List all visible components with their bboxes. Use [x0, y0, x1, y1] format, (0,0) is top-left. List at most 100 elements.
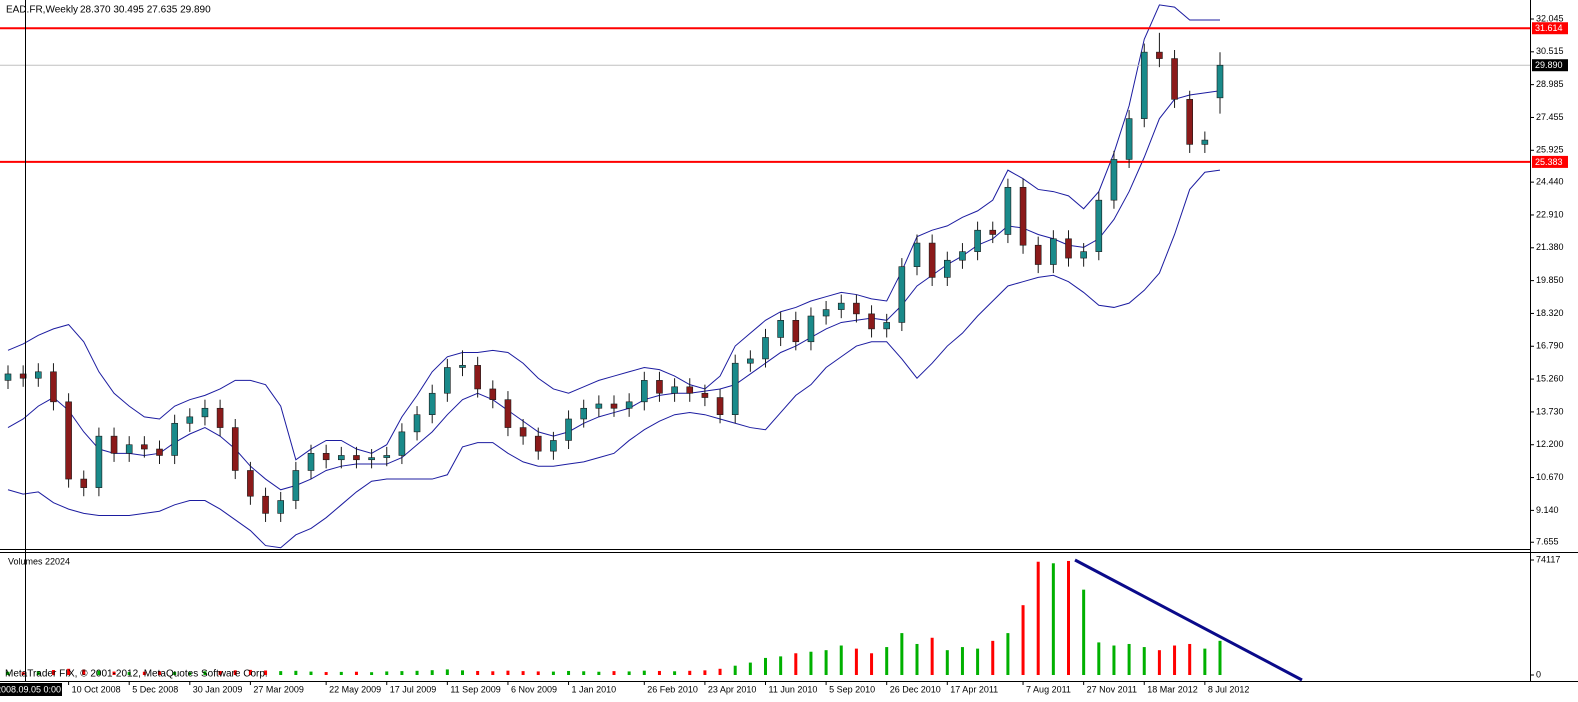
candle-body	[701, 392, 709, 398]
volume-bar	[430, 670, 434, 675]
y-tick-label: 22.910	[1536, 209, 1564, 219]
volume-bar	[748, 662, 752, 675]
volume-bar	[960, 647, 964, 675]
candle-body	[868, 313, 875, 330]
volume-bar	[839, 645, 843, 675]
x-tick-label: 11 Sep 2009	[450, 684, 500, 694]
volume-bar	[476, 670, 480, 675]
candle-body	[413, 414, 421, 433]
y-tick-label: 27.455	[1536, 112, 1564, 122]
volume-bar	[1036, 561, 1040, 675]
x-tick-label: 5 Sep 2010	[829, 684, 875, 694]
candle-body	[1034, 244, 1042, 265]
volume-bar	[294, 670, 298, 675]
x-tick-label: 26 Feb 2010	[647, 684, 698, 694]
candle-body	[65, 401, 72, 480]
candle-body	[1050, 238, 1057, 265]
volume-bar	[1218, 640, 1222, 675]
candle-body	[353, 455, 360, 461]
candle-body	[444, 367, 451, 394]
candle-body	[1186, 99, 1193, 145]
x-tick-label: 27 Mar 2009	[253, 684, 304, 694]
volume-bar	[976, 648, 980, 675]
x-tick-label: 23 Apr 2010	[708, 684, 757, 694]
candle-body	[777, 320, 784, 338]
candle-body	[731, 362, 739, 415]
candle-body	[459, 365, 466, 368]
candle-body	[1201, 139, 1209, 145]
volume-bar	[158, 671, 161, 675]
y-tick-label: 21.380	[1536, 242, 1564, 252]
volume-bar	[324, 672, 328, 675]
y-tick-label: 28.985	[1536, 79, 1564, 89]
candle-body	[686, 386, 694, 394]
volume-bar	[491, 671, 495, 675]
candle-body	[928, 242, 936, 278]
volume-bar	[673, 671, 677, 675]
volume-bar	[415, 670, 419, 675]
candle-body	[671, 386, 678, 394]
ohlc-readout: 28.370 30.495 27.635 29.890	[80, 5, 211, 16]
y-tick-label: 0	[1536, 669, 1541, 679]
candle-body	[762, 337, 769, 360]
candle-body	[883, 322, 891, 330]
candle-body	[550, 440, 557, 452]
candle-body	[201, 407, 209, 418]
level-label-box	[1532, 22, 1568, 35]
volume-bar	[233, 670, 237, 675]
volume-bar	[627, 671, 631, 675]
y-tick-label: 10.670	[1536, 472, 1564, 482]
candle-body	[171, 422, 178, 456]
volume-bar	[309, 671, 313, 675]
candle-body	[1216, 64, 1224, 99]
volume-bar	[218, 670, 222, 675]
footnote: MetaTrader FIX, © 2001-2012, MetaQuotes …	[5, 669, 268, 680]
candle-body	[398, 431, 406, 456]
volume-bar	[112, 671, 116, 675]
volume-bar	[1112, 645, 1116, 675]
plot-area	[0, 4, 1530, 675]
volume-bar	[97, 670, 101, 675]
candle-body	[534, 435, 542, 452]
volume-bar	[36, 671, 40, 675]
volume-bar	[1051, 563, 1055, 675]
y-tick-label: 32.045	[1536, 13, 1564, 23]
level-label-box	[1532, 155, 1568, 168]
volume-bar	[1021, 605, 1025, 675]
volume-bar	[567, 670, 571, 675]
x-tick-label: 6 Nov 2009	[511, 684, 557, 694]
volume-bar	[809, 651, 813, 675]
candle-body	[989, 229, 997, 235]
y-tick-label: 25.925	[1536, 145, 1564, 155]
volume-bar	[127, 672, 131, 675]
y-tick-label: 7.655	[1536, 537, 1559, 547]
volume-bar	[794, 653, 798, 675]
volume-bar	[945, 650, 949, 675]
candle-body	[1019, 186, 1027, 246]
volume-bar	[1097, 642, 1101, 675]
candle-body	[580, 407, 588, 420]
band-line	[7, 4, 1220, 461]
candle-body	[262, 495, 269, 514]
candle-body	[822, 309, 830, 317]
crosshair-label: 2008.09.05 0:00	[0, 684, 61, 694]
x-tick-label: 8 Jul 2012	[1208, 684, 1250, 694]
volume-bar	[354, 671, 358, 675]
volume-bar	[703, 670, 707, 675]
x-tick-label: 18 Mar 2012	[1147, 684, 1198, 694]
candle-body	[625, 401, 633, 409]
y-tick-label: 19.850	[1536, 275, 1564, 285]
volume-bar	[21, 672, 25, 675]
volume-bar	[370, 672, 374, 675]
x-tick-label: 17 Apr 2011	[950, 684, 998, 694]
volume-bar	[915, 643, 919, 675]
y-tick-label: 74117	[1536, 554, 1560, 564]
candle-body	[277, 500, 285, 514]
candle-body	[292, 470, 300, 501]
candle-body	[4, 373, 12, 381]
candle-body	[50, 371, 57, 403]
candle-body	[1171, 58, 1178, 100]
candle-body	[1156, 51, 1163, 59]
candle-body	[19, 373, 27, 379]
